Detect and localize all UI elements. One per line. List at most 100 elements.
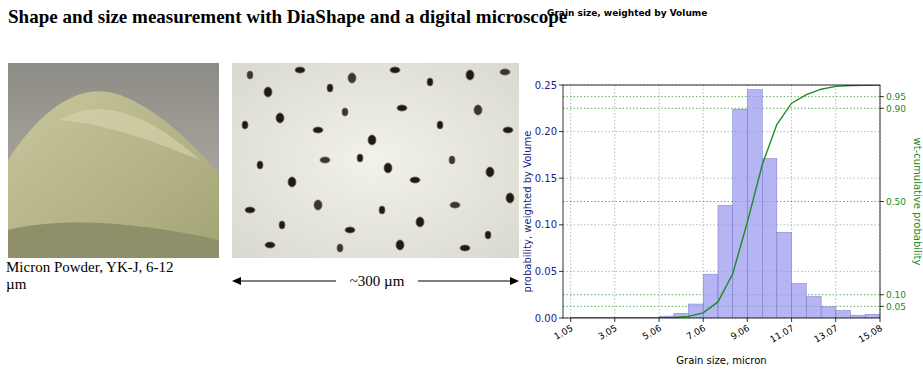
particle bbox=[485, 231, 491, 239]
particle bbox=[503, 127, 513, 133]
y-grid-line bbox=[563, 131, 880, 132]
particle bbox=[384, 163, 392, 173]
x-tick bbox=[659, 318, 660, 322]
particle bbox=[314, 200, 322, 210]
particle bbox=[320, 157, 330, 163]
y-tick-label: 0.25 bbox=[535, 80, 557, 91]
x-tick-label: 1.05 bbox=[552, 323, 574, 342]
particle bbox=[474, 105, 482, 115]
scale-arrowhead bbox=[510, 277, 519, 285]
particle bbox=[396, 240, 404, 250]
cumulative-line bbox=[571, 85, 880, 318]
x-grid-line bbox=[614, 85, 615, 318]
powder-shadow bbox=[8, 223, 219, 258]
particle bbox=[506, 193, 514, 203]
particle bbox=[279, 221, 285, 229]
microscope-photo bbox=[232, 63, 519, 258]
histogram-bar bbox=[850, 315, 865, 318]
y-tick bbox=[559, 131, 563, 132]
y2-tick-label: 0.05 bbox=[886, 302, 906, 312]
histogram-bar bbox=[806, 297, 821, 318]
x-tick-label: 7.06 bbox=[685, 323, 708, 342]
particle bbox=[247, 71, 253, 79]
x-tick bbox=[747, 318, 748, 322]
x-tick bbox=[703, 318, 704, 322]
particle bbox=[245, 207, 255, 213]
particle bbox=[265, 242, 275, 248]
plot-frame bbox=[563, 85, 880, 318]
y-tick-label: 0.10 bbox=[535, 219, 557, 230]
particle bbox=[460, 245, 470, 251]
particle bbox=[327, 84, 333, 92]
histogram-bar bbox=[733, 109, 748, 318]
x-tick-label: 5.06 bbox=[641, 323, 664, 342]
particle bbox=[368, 135, 376, 145]
y-tick-label: 0.00 bbox=[535, 313, 557, 324]
y-tick-label: 0.05 bbox=[535, 266, 557, 277]
y-tick-label: 0.20 bbox=[535, 126, 557, 137]
x-tick-label: 15.08 bbox=[857, 323, 885, 345]
x-tick bbox=[570, 318, 571, 322]
x-tick bbox=[880, 318, 881, 322]
x-tick bbox=[791, 318, 792, 322]
particle bbox=[390, 67, 400, 73]
scale-label: ~300 µm bbox=[350, 273, 405, 289]
powder-highlight bbox=[60, 109, 200, 160]
plot-area bbox=[571, 85, 880, 318]
chart-title: Grain size, weighted by Volume bbox=[547, 8, 707, 18]
y2-tick bbox=[880, 201, 884, 202]
y2-tick-label: 0.90 bbox=[886, 104, 906, 114]
x-axis-label: Grain size, micron bbox=[676, 355, 766, 366]
page-title: Shape and size measurement with DiaShape… bbox=[8, 6, 567, 28]
x-tick-label: 13.07 bbox=[812, 323, 839, 345]
particle bbox=[337, 244, 343, 252]
particle bbox=[348, 73, 356, 83]
x-tick-label: 11.07 bbox=[768, 323, 795, 345]
particle bbox=[264, 87, 272, 97]
histogram-bar bbox=[777, 232, 792, 318]
y2-tick bbox=[880, 294, 884, 295]
particle bbox=[379, 206, 385, 214]
histogram-bar bbox=[792, 284, 807, 318]
particle bbox=[357, 154, 363, 162]
particle bbox=[466, 70, 474, 80]
y-tick bbox=[559, 271, 563, 272]
particle bbox=[500, 69, 510, 75]
x-tick bbox=[835, 318, 836, 322]
y2-tick bbox=[880, 306, 884, 307]
particle bbox=[276, 113, 284, 123]
particle bbox=[288, 177, 296, 187]
particle bbox=[450, 202, 460, 208]
x-tick-label: 3.05 bbox=[596, 323, 618, 342]
particle bbox=[313, 127, 323, 133]
particle bbox=[427, 78, 433, 86]
y-tick-label: 0.15 bbox=[535, 173, 557, 184]
x-tick-label: 9.06 bbox=[729, 323, 752, 342]
scale-arrowhead bbox=[232, 277, 241, 285]
y-grid-line bbox=[563, 178, 880, 179]
histogram-bar bbox=[836, 311, 851, 318]
y2-grid-line bbox=[563, 201, 880, 202]
photo-caption: Micron Powder, YK-J, 6-12 µm bbox=[6, 259, 188, 293]
particle bbox=[242, 121, 248, 129]
y-tick bbox=[559, 224, 563, 225]
histogram-bar bbox=[748, 90, 763, 318]
y-tick bbox=[559, 178, 563, 179]
y2-tick-label: 0.10 bbox=[886, 290, 906, 300]
histogram-bar bbox=[865, 314, 880, 318]
histogram-bar bbox=[821, 307, 836, 318]
particle bbox=[449, 156, 455, 164]
histogram-bar bbox=[718, 205, 733, 318]
y2-axis-label: wt-cumulative probability bbox=[912, 138, 923, 266]
powder-pile bbox=[8, 91, 219, 258]
y2-tick-label: 0.95 bbox=[886, 92, 906, 102]
y2-tick bbox=[880, 108, 884, 109]
particle bbox=[342, 108, 348, 116]
y-tick bbox=[559, 318, 563, 319]
powder-photo bbox=[8, 63, 219, 258]
histogram-bar bbox=[762, 159, 777, 318]
particle bbox=[486, 167, 494, 177]
particle bbox=[257, 161, 263, 169]
particle bbox=[410, 177, 420, 183]
scale-label-bg bbox=[336, 271, 418, 291]
